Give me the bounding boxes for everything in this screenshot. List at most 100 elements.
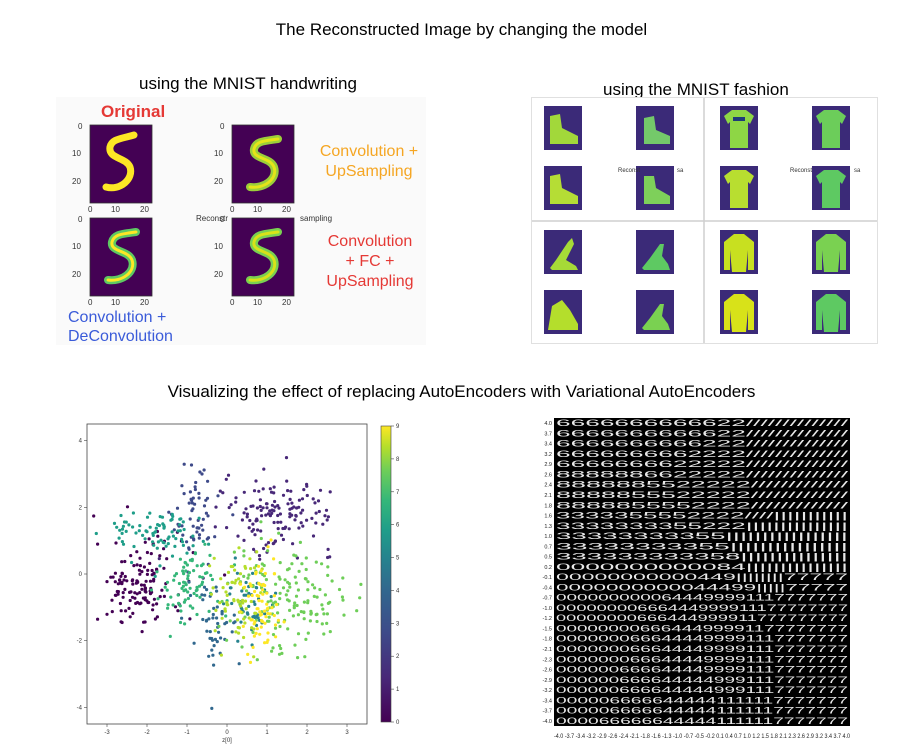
fashion-tshirt-original (720, 106, 758, 150)
scatter-point (278, 577, 282, 581)
scatter-point (255, 627, 259, 631)
scatter-point (249, 504, 253, 508)
scatter-point (192, 569, 196, 573)
manifold-y-tick: -1.2 (543, 616, 552, 622)
scatter-point (170, 554, 175, 558)
scatter-point (181, 543, 185, 547)
scatter-point (272, 557, 276, 561)
scatter-point (187, 580, 191, 584)
scatter-point (314, 560, 318, 564)
scatter-point (244, 580, 248, 585)
scatter-point (148, 592, 153, 596)
scatter-point (180, 524, 184, 528)
scatter-point (321, 607, 325, 611)
scatter-point (358, 596, 362, 600)
scatter-point (105, 612, 109, 616)
scatter-point (156, 597, 160, 601)
manifold-y-tick: -2.3 (543, 657, 552, 663)
scatter-point (341, 598, 345, 602)
scatter-point (274, 582, 278, 586)
scatter-point (152, 597, 156, 601)
scatter-point (265, 506, 269, 510)
scatter-point (223, 573, 227, 577)
scatter-point (252, 622, 256, 626)
scatter-point (256, 564, 261, 568)
scatter-point (138, 591, 142, 595)
manifold-y-tick: 2.6 (544, 472, 552, 478)
scatter-point (185, 540, 189, 544)
scatter-point (258, 613, 262, 617)
scatter-point (324, 508, 329, 512)
scatter-point (257, 489, 261, 493)
scatter-point (139, 583, 144, 587)
scatter-point (224, 477, 228, 481)
scatter-point (182, 600, 186, 604)
scatter-point (153, 617, 157, 621)
scatter-point (199, 564, 204, 568)
scatter-point (302, 617, 306, 621)
scatter-point (244, 589, 249, 593)
scatter-point (201, 598, 205, 602)
manifold-y-tick: -0.7 (543, 596, 552, 602)
scatter-point (232, 599, 236, 603)
scatter-point (115, 525, 119, 529)
scatter-point (293, 643, 297, 647)
scatter-point (210, 577, 214, 582)
scatter-point (267, 615, 271, 619)
scatter-point (218, 601, 222, 605)
scatter-point (222, 602, 226, 606)
scatter-point (270, 503, 274, 507)
scatter-point (276, 618, 280, 622)
scatter-point (233, 568, 237, 572)
scatter-point (153, 574, 157, 578)
scatter-point (135, 592, 139, 596)
scatter-point (223, 622, 227, 626)
scatter-point (296, 632, 301, 636)
scatter-point (212, 644, 216, 648)
scatter-point (140, 587, 144, 591)
scatter-point (288, 585, 292, 589)
scatter-point (210, 638, 215, 642)
scatter-point (204, 511, 208, 515)
scatter-point (260, 514, 264, 518)
mnist-heading: using the MNIST handwriting (139, 74, 357, 93)
tick-x-10: 10 (111, 205, 120, 214)
scatter-point (279, 646, 283, 651)
scatter-point (251, 522, 255, 526)
scatter-point (278, 561, 282, 565)
manifold-row: 00000000000449||||||||77777 (556, 572, 848, 582)
conv-deconv-label: Convolution + DeConvolution (68, 309, 173, 345)
scatter-point (200, 575, 205, 579)
scatter-point (262, 609, 267, 613)
scatter-point (294, 594, 299, 598)
scatter-point (259, 508, 263, 512)
scatter-point (342, 613, 346, 617)
scatter-point (312, 594, 316, 598)
manifold-row: 8888886622222////////////// (556, 469, 849, 479)
fashion-pullover-recon-3 (812, 290, 850, 334)
scatter-point (202, 504, 207, 508)
scatter-point (163, 585, 167, 589)
scatter-point (201, 528, 205, 532)
scatter-point (186, 590, 190, 594)
fashion-pullover-recon-2 (720, 290, 758, 334)
scatter-point (158, 515, 162, 519)
scatter-point (275, 603, 279, 607)
scatter-point (286, 627, 290, 631)
scatter-point (302, 610, 306, 615)
scatter-point (170, 517, 174, 521)
scatter-point (325, 612, 329, 616)
scatter-point (120, 540, 124, 544)
tick-y-0: 0 (78, 215, 83, 224)
scatter-point (166, 606, 170, 610)
fashion-boot-recon-2 (544, 166, 582, 210)
scatter-point (269, 599, 273, 603)
scatter-point (197, 536, 201, 540)
scatter-point (193, 485, 197, 489)
scatter-point (193, 502, 197, 506)
scatter-point (118, 578, 122, 582)
scatter-point (220, 616, 224, 620)
scatter-point (297, 569, 301, 573)
scatter-point (165, 557, 169, 561)
scatter-point (243, 599, 248, 603)
